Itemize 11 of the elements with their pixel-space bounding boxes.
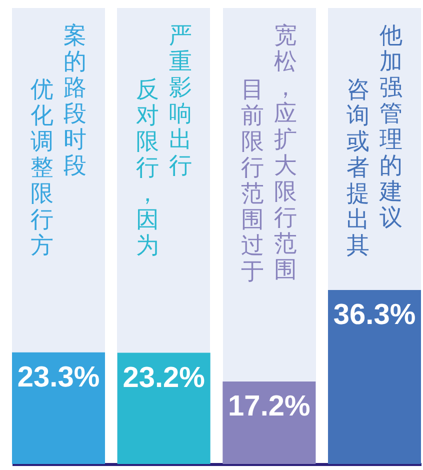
category-label: 目前限行范围过于宽松，应扩大限行范围 xyxy=(241,23,298,285)
bar xyxy=(222,382,316,464)
category-label: 咨询或者提出其他加强管理的建议 xyxy=(346,23,402,259)
category-label: 反对限行，因为严重影响出行 xyxy=(136,23,192,259)
data-label: 17.2% xyxy=(228,390,310,423)
data-label: 36.3% xyxy=(333,299,416,331)
bar xyxy=(117,352,210,464)
data-label: 23.2% xyxy=(122,362,206,394)
category-label: 优化调整限行方案的路段时段 xyxy=(30,23,86,259)
bar xyxy=(12,352,106,464)
data-label: 23.3% xyxy=(17,361,100,394)
